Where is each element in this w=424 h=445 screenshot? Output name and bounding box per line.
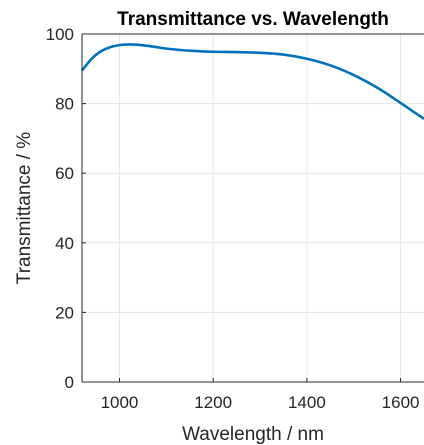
x-tick-label: 1000 [101,393,139,412]
x-tick-label: 1400 [288,393,326,412]
plot-area [80,43,424,120]
series-line [80,43,424,120]
y-tick-label: 20 [55,303,74,322]
y-tick-label: 60 [55,164,74,183]
x-tick-label: 1600 [382,393,420,412]
x-axis-label: Wavelength / nm [182,424,324,445]
x-tick-label: 1200 [194,393,232,412]
chart-title: Transmittance vs. Wavelength [117,9,389,30]
axes: 1000 1200 1400 1600 0 20 40 60 80 100 [46,25,424,412]
y-axis-label: Transmittance / % [14,132,35,285]
y-tick-label: 80 [55,95,74,114]
y-tick-label: 0 [65,373,74,392]
y-tick-label: 40 [55,234,74,253]
y-tick-label: 100 [46,25,74,44]
